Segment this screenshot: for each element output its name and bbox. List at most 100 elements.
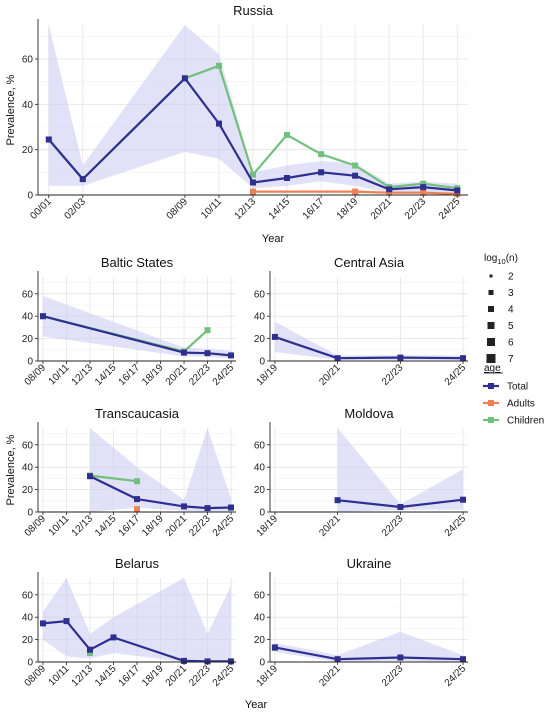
data-point-children-14-15	[284, 131, 290, 138]
ci-ribbon-total	[48, 25, 458, 195]
x-tick-label: 12/13	[70, 362, 96, 388]
x-tick-label: 18/19	[140, 663, 166, 689]
x-tick-label: 18/19	[140, 513, 166, 539]
x-tick-label: 22/23	[187, 362, 213, 388]
panel-title: Transcaucasia	[95, 406, 180, 421]
data-point-adults-18-19	[352, 188, 359, 195]
x-tick-label: 22/23	[380, 663, 406, 689]
y-tick-label: 20	[22, 334, 34, 345]
data-point-total-24-25	[460, 355, 466, 362]
data-point-children-16-17	[134, 478, 140, 485]
y-tick-label: 40	[254, 613, 266, 624]
data-point-total-22-23	[204, 658, 211, 665]
x-tick-label: 20/21	[317, 362, 343, 388]
legend-size-label: 6	[508, 338, 514, 349]
x-tick-label: 24/25	[211, 362, 237, 388]
x-tick-label: 22/23	[403, 196, 429, 222]
panel-title: Moldova	[344, 406, 394, 421]
legend-size-key	[487, 338, 495, 346]
ci-ribbon-total	[337, 428, 463, 512]
data-point-adults-12-13	[250, 188, 256, 195]
x-tick-label: 20/21	[164, 663, 190, 689]
x-tick-label: 14/15	[93, 362, 119, 388]
data-point-total-22-23	[204, 505, 211, 512]
legend-size-label: 3	[508, 288, 514, 299]
data-point-total-22-23	[397, 354, 404, 361]
x-tick-label: 24/25	[211, 513, 237, 539]
x-tick-label: 10/11	[199, 196, 224, 221]
panel-baltic: 020406008/0910/1112/1314/1516/1718/1920/…	[22, 255, 237, 388]
data-point-total-10-11	[63, 618, 70, 625]
panel-title: Belarus	[115, 556, 160, 571]
data-point-total-18-19	[352, 172, 359, 179]
data-point-total-08-09	[40, 620, 46, 627]
y-tick-label: 20	[22, 145, 34, 156]
panel-belarus: 020406008/0910/1112/1314/1516/1718/1920/…	[22, 556, 237, 689]
y-tick-label: 60	[22, 289, 34, 300]
y-tick-label: 60	[254, 440, 266, 451]
legend-color-label-total: Total	[507, 382, 528, 393]
y-tick-label: 60	[254, 590, 266, 601]
x-tick-label: 16/17	[301, 196, 327, 222]
panel-title: Central Asia	[334, 255, 405, 270]
data-point-total-18-19	[271, 644, 278, 651]
series-line-total	[42, 315, 232, 357]
legend-size-label: 4	[508, 305, 514, 316]
panel-title: Baltic States	[101, 255, 174, 270]
data-point-children-10-11	[216, 62, 222, 69]
x-tick-label: 10/11	[47, 513, 72, 538]
y-tick-label: 0	[27, 191, 33, 202]
ci-ribbon-total	[43, 578, 231, 662]
series-line-total	[274, 646, 464, 661]
x-tick-label: 16/17	[117, 663, 143, 689]
data-point-total-20-21	[181, 349, 187, 356]
legend-color-swatch-marker	[488, 383, 494, 389]
x-tick-label: 20/21	[164, 362, 190, 388]
panel-title: Russia	[233, 3, 274, 18]
y-tick-label: 60	[254, 289, 266, 300]
y-tick-label: 0	[259, 357, 265, 368]
data-point-total-12-13	[250, 179, 256, 186]
data-point-total-22-23	[204, 350, 211, 357]
data-point-total-20-21	[386, 186, 393, 193]
data-point-children-22-23	[420, 180, 427, 187]
data-point-total-20-21	[334, 656, 341, 663]
x-axis-title: Year	[262, 233, 285, 245]
y-axis-title: Prevalence, %	[5, 434, 17, 505]
data-point-total-10-11	[216, 120, 222, 127]
legend: log10(n) 2 3 4 5 6 7 age Total Adults Children	[483, 253, 544, 427]
x-tick-label: 10/11	[47, 663, 72, 688]
panel-transcaucasia: 020406008/0910/1112/1314/1516/1718/1920/…	[5, 406, 236, 539]
x-tick-label: 02/03	[62, 196, 88, 222]
y-tick-label: 40	[22, 463, 34, 474]
x-tick-label: 14/15	[93, 513, 119, 539]
data-point-total-16-17	[134, 496, 140, 503]
ci-ribbon-total	[43, 296, 231, 359]
y-tick-label: 40	[254, 463, 266, 474]
legend-size-key	[488, 290, 494, 295]
y-axis-title: Prevalence, %	[5, 74, 17, 145]
legend-size-key	[486, 354, 496, 363]
data-point-total-24-25	[228, 658, 234, 665]
legend-size-label: 7	[508, 354, 514, 365]
data-point-adults-16-17	[134, 506, 140, 513]
data-point-total-02-03	[79, 176, 86, 183]
legend-color-swatch-marker	[488, 417, 494, 423]
data-point-total-24-25	[228, 504, 234, 511]
x-tick-label: 16/17	[117, 362, 143, 388]
x-tick-label: 24/25	[443, 513, 469, 539]
legend-size-label: 5	[508, 321, 514, 332]
data-point-total-12-13	[87, 473, 93, 480]
x-tick-label: 08/09	[165, 196, 191, 222]
x-tick-label: 12/13	[70, 513, 96, 539]
data-point-total-20-21	[181, 657, 187, 664]
data-point-children-18-19	[352, 162, 359, 169]
x-tick-label: 20/21	[317, 663, 343, 689]
series-line-total	[274, 335, 464, 360]
y-tick-label: 20	[254, 485, 266, 496]
y-tick-label: 0	[259, 658, 265, 669]
legend-size-key	[488, 306, 494, 312]
